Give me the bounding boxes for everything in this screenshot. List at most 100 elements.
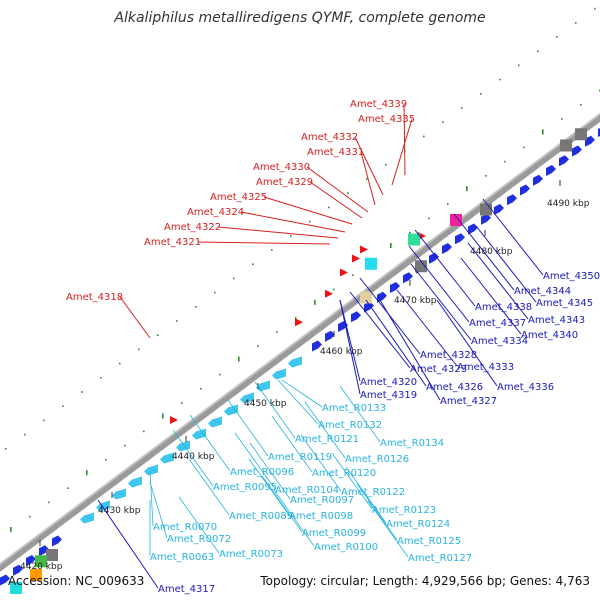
- guide-dot: [162, 413, 164, 419]
- guide-dot: [10, 527, 12, 532]
- guide-dot: [385, 164, 387, 166]
- leader-line: [349, 291, 411, 369]
- guide-dot: [390, 243, 392, 248]
- guide-dot: [561, 118, 563, 120]
- guide-dot: [29, 515, 31, 518]
- gene-label-blue[interactable]: Amet_4340: [521, 330, 578, 341]
- guide-dot: [219, 373, 221, 376]
- gene-label-blue[interactable]: Amet_4337: [469, 318, 526, 329]
- gene-arrow: [429, 252, 439, 264]
- guide-dot: [428, 217, 430, 220]
- gene-marker: [295, 318, 303, 327]
- gene-marker: [340, 268, 348, 277]
- gene-label-blue[interactable]: Amet_4323: [410, 364, 467, 375]
- gene-label-cyan[interactable]: Amet_R0073: [219, 549, 283, 560]
- gene-label-red[interactable]: Amet_4335: [358, 114, 415, 125]
- gene-label-red[interactable]: Amet_4331: [307, 147, 364, 158]
- gene-label-cyan[interactable]: Amet_R0122: [341, 487, 405, 498]
- gene-label-blue[interactable]: Amet_4333: [457, 362, 514, 373]
- gene-label-cyan[interactable]: Amet_R0096: [230, 467, 294, 478]
- gene-label-red[interactable]: Amet_4330: [253, 162, 310, 173]
- guide-dot: [333, 288, 335, 291]
- leader-line: [460, 257, 522, 335]
- leader-line: [197, 241, 331, 245]
- gene-box: [360, 291, 372, 304]
- gene-label-red[interactable]: Amet_4318: [66, 292, 123, 303]
- leader-line: [254, 381, 296, 439]
- gene-label-cyan[interactable]: Amet_R0072: [167, 534, 231, 545]
- gene-label-blue[interactable]: Amet_4320: [360, 377, 417, 388]
- gene-label-cyan[interactable]: Amet_R0070: [153, 522, 217, 533]
- gene-label-blue[interactable]: Amet_4343: [528, 315, 585, 326]
- gene-label-cyan[interactable]: Amet_R0133: [322, 403, 386, 414]
- guide-dot: [347, 192, 349, 194]
- leader-line: [475, 225, 537, 303]
- guide-dot: [238, 356, 240, 362]
- gene-arrow: [494, 204, 504, 215]
- gene-label-red[interactable]: Amet_4324: [187, 207, 244, 218]
- gene-label-cyan[interactable]: Amet_R0121: [295, 434, 359, 445]
- gene-label-blue[interactable]: Amet_4326: [426, 382, 483, 393]
- guide-dot: [314, 299, 316, 305]
- gene-label-cyan[interactable]: Amet_R0127: [408, 553, 472, 564]
- gene-label-cyan[interactable]: Amet_R0089: [229, 511, 293, 522]
- gene-label-cyan[interactable]: Amet_R0125: [397, 536, 461, 547]
- gene-label-red[interactable]: Amet_4321: [144, 237, 201, 248]
- gene-label-cyan[interactable]: Amet_R0134: [380, 438, 444, 449]
- gene-label-red[interactable]: Amet_4322: [164, 222, 221, 233]
- gene-label-cyan[interactable]: Amet_R0097: [290, 495, 354, 506]
- guide-dot: [485, 175, 487, 177]
- leader-line: [410, 263, 472, 341]
- guide-dot: [466, 186, 468, 192]
- gene-label-cyan[interactable]: Amet_R0123: [372, 505, 436, 516]
- guide-dot: [157, 334, 159, 336]
- leader-line: [356, 483, 398, 541]
- gene-label-blue[interactable]: Amet_4344: [514, 286, 571, 297]
- gene-label-blue[interactable]: Amet_4345: [536, 298, 593, 309]
- gene-label-blue[interactable]: Amet_4317: [158, 584, 215, 595]
- gene-label-cyan[interactable]: Amet_R0104: [275, 485, 339, 496]
- gene-box: [415, 260, 427, 273]
- gene-arrow: [533, 174, 543, 186]
- gene-label-cyan[interactable]: Amet_R0126: [345, 454, 409, 465]
- leader-line: [339, 385, 381, 443]
- guide-dot: [195, 306, 197, 308]
- gene-label-cyan[interactable]: Amet_R0120: [312, 468, 376, 479]
- guide-dot: [442, 121, 444, 123]
- leader-line: [277, 379, 319, 425]
- leader-line: [240, 211, 346, 233]
- gene-label-blue[interactable]: Amet_4327: [440, 396, 497, 407]
- gene-label-blue[interactable]: Amet_4328: [420, 350, 477, 361]
- gene-label-blue[interactable]: Amet_4350: [543, 271, 600, 282]
- gene-label-cyan[interactable]: Amet_R0124: [386, 519, 450, 530]
- gene-box: [30, 569, 42, 581]
- gene-label-cyan[interactable]: Amet_R0063: [150, 552, 214, 563]
- guide-dot: [257, 345, 259, 347]
- leader-line: [300, 434, 342, 492]
- guide-dot: [119, 362, 121, 365]
- guide-dot: [276, 331, 278, 333]
- gene-label-blue[interactable]: Amet_4338: [475, 302, 532, 313]
- guide-dot: [523, 146, 525, 149]
- gene-label-cyan[interactable]: Amet_R0119: [268, 452, 332, 463]
- gene-arrow: [26, 555, 36, 566]
- gene-label-red[interactable]: Amet_4329: [256, 177, 313, 188]
- guide-dot: [200, 388, 202, 390]
- gene-label-red[interactable]: Amet_4325: [210, 192, 267, 203]
- gene-label-blue[interactable]: Amet_4334: [471, 336, 528, 347]
- gene-label-blue[interactable]: Amet_4336: [497, 382, 554, 393]
- gene-arrow: [390, 282, 400, 293]
- genome-title: Alkaliphilus metalliredigens QYMF, compl…: [114, 10, 486, 26]
- gene-label-cyan[interactable]: Amet_R0099: [302, 528, 366, 539]
- gene-label-cyan[interactable]: Amet_R0132: [318, 420, 382, 431]
- gene-label-red[interactable]: Amet_4332: [301, 132, 358, 143]
- gene-label-red[interactable]: Amet_4339: [350, 99, 407, 110]
- gene-label-cyan[interactable]: Amet_R0095: [213, 482, 277, 493]
- gene-arrow: [13, 564, 23, 576]
- leader-line: [249, 442, 291, 500]
- guide-dot: [518, 64, 520, 67]
- gene-label-cyan[interactable]: Amet_R0098: [289, 511, 353, 522]
- gene-label-blue[interactable]: Amet_4319: [360, 390, 417, 401]
- gene-label-cyan[interactable]: Amet_R0100: [314, 542, 378, 553]
